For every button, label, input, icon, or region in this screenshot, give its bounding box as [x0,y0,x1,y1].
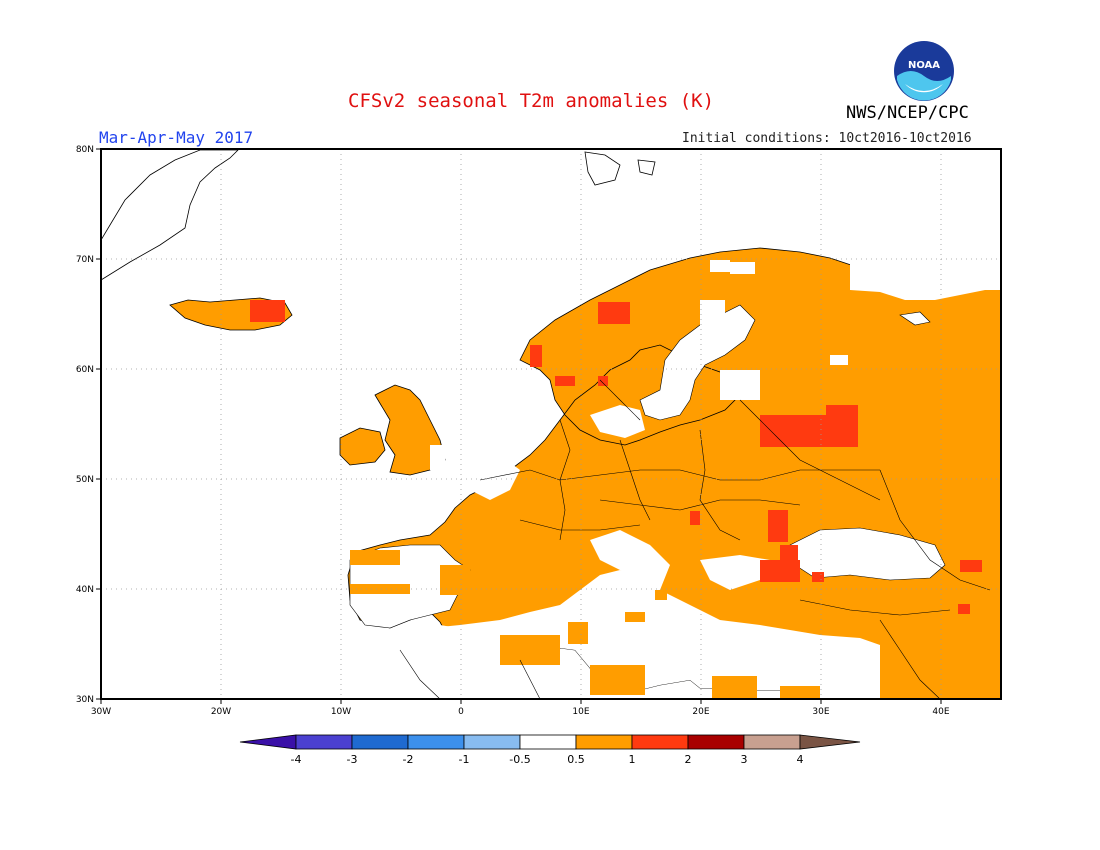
greenland-coast [101,149,239,281]
map-title: CFSv2 seasonal T2m anomalies (K) [348,90,715,112]
legend-swatch [351,734,409,750]
lon-label: 40E [932,707,949,717]
britain-coast [374,384,446,476]
lat-label: 70N [76,255,94,265]
white-sea [850,150,1001,300]
legend-label: 4 [797,753,804,766]
legend-swatch [743,734,801,750]
lon-label: 20W [211,707,231,717]
color-legend [239,734,861,750]
iberia [349,544,471,629]
lon-label: 30E [812,707,829,717]
iceland-coast [169,297,293,331]
anomaly-fill-layer [101,149,1001,699]
lon-label: 20E [692,707,709,717]
noaa-logo-text: NOAA [908,60,940,71]
legend-swatch-min-arrow [239,734,297,750]
legend-label: 0.5 [567,753,585,766]
lon-label: 0 [458,707,464,717]
season-label: Mar-Apr-May 2017 [99,128,254,147]
latitude-labels: 80N 70N 60N 50N 40N 30N [76,145,94,705]
legend-swatch [295,734,353,750]
svalbard-coast [584,151,621,186]
legend-label: 1 [629,753,636,766]
noaa-logo: NOAA [894,41,954,101]
agency-label: NWS/NCEP/CPC [846,103,969,123]
legend-swatch [407,734,465,750]
lat-label: 80N [76,145,94,155]
legend-labels: -4 -3 -2 -1 -0.5 0.5 1 2 3 4 [291,753,804,766]
longitude-labels: 30W 20W 10W 0 10E 20E 30E 40E [91,707,950,717]
lat-label: 40N [76,585,94,595]
legend-label: -1 [459,753,470,766]
legend-label: 2 [685,753,692,766]
lat-label: 30N [76,695,94,705]
legend-label: -3 [347,753,358,766]
legend-swatch [631,734,689,750]
legend-swatch [687,734,745,750]
northern-europe-landmass [347,247,1001,699]
mediterranean-sea [400,570,880,699]
legend-label: -2 [403,753,414,766]
graticule [101,149,1001,699]
map-frame [100,148,1002,700]
black-sea [789,527,946,581]
legend-swatch [519,734,577,750]
lat-label: 50N [76,475,94,485]
lat-label: 60N [76,365,94,375]
iceland-hotspot [250,300,285,322]
lon-label: 10E [572,707,589,717]
lon-label: 30W [91,707,111,717]
legend-swatch [463,734,521,750]
legend-label: 3 [741,753,748,766]
lon-label: 10W [331,707,351,717]
map-background [101,149,1001,699]
initial-conditions-label: Initial conditions: 10ct2016-10ct2016 [682,131,972,146]
baltic-sea [639,304,756,421]
hotspot-turkey [760,560,800,582]
legend-swatch [575,734,633,750]
ireland-coast [339,427,386,466]
hotspot-russia [760,415,858,447]
legend-swatch-max-arrow [799,734,861,750]
country-borders [399,379,991,699]
legend-label: -0.5 [509,753,530,766]
hotspot-romania [768,510,788,542]
legend-label: -4 [291,753,302,766]
